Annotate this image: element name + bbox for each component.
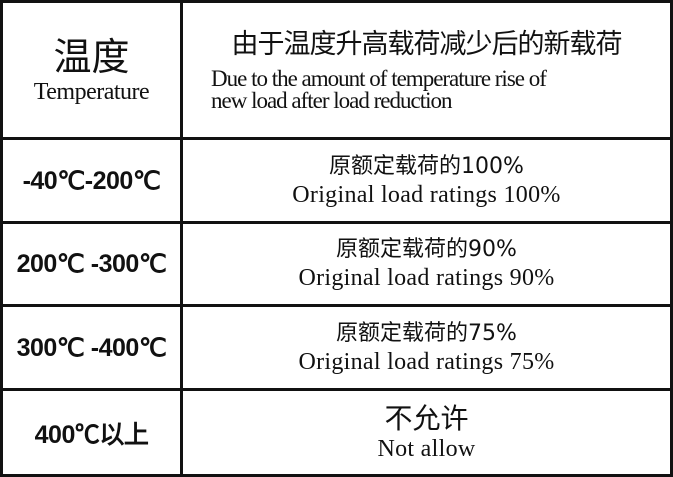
table-row-load: 原额定载荷的100% Original load ratings 100% <box>183 140 670 221</box>
header-load-en-line2: new load after load reduction <box>211 88 452 113</box>
temperature-range: 400℃以上 <box>34 420 149 449</box>
row-divider <box>3 388 670 391</box>
table-row-load: 原额定载荷的75% Original load ratings 75% <box>183 307 670 388</box>
header-load-cell: 由于温度升高载荷减少后的新载荷 Due to the amount of tem… <box>183 3 670 137</box>
temperature-range: 300℃ -400℃ <box>16 333 167 362</box>
column-divider <box>180 3 183 474</box>
load-zh: 原额定载荷的75% <box>336 320 517 346</box>
header-load-en-line1: Due to the amount of temperature rise of <box>211 66 547 91</box>
load-zh: 原额定载荷的90% <box>336 237 517 262</box>
temperature-range: 200℃ -300℃ <box>16 250 167 278</box>
load-en: Original load ratings 100% <box>292 181 561 208</box>
header-temperature-en: Temperature <box>33 78 150 105</box>
table-row-temperature: 400℃以上 <box>3 391 180 474</box>
row-divider <box>3 304 670 307</box>
row-divider <box>3 221 670 224</box>
table-row-temperature: -40℃-200℃ <box>3 140 180 221</box>
load-en: Original load ratings 75% <box>298 348 555 375</box>
header-temperature-zh: 温度 <box>53 34 130 79</box>
header-load-en: Due to the amount of temperature rise of… <box>211 66 547 113</box>
row-divider <box>3 137 670 140</box>
temperature-range: -40℃-200℃ <box>22 166 161 195</box>
table-row-load: 原额定载荷的90% Original load ratings 90% <box>183 224 670 304</box>
load-en: Not allow <box>377 435 476 462</box>
load-en: Original load ratings 90% <box>298 265 555 291</box>
header-load-zh: 由于温度升高载荷减少后的新载荷 <box>231 29 623 60</box>
table-row-load: 不允许 Not allow <box>183 391 670 474</box>
header-temperature-cell: 温度 Temperature <box>3 3 180 137</box>
load-zh: 原额定载荷的100% <box>329 153 524 179</box>
load-zh: 不允许 <box>384 401 469 435</box>
table-row-temperature: 300℃ -400℃ <box>3 307 180 388</box>
table-row-temperature: 200℃ -300℃ <box>3 224 180 304</box>
